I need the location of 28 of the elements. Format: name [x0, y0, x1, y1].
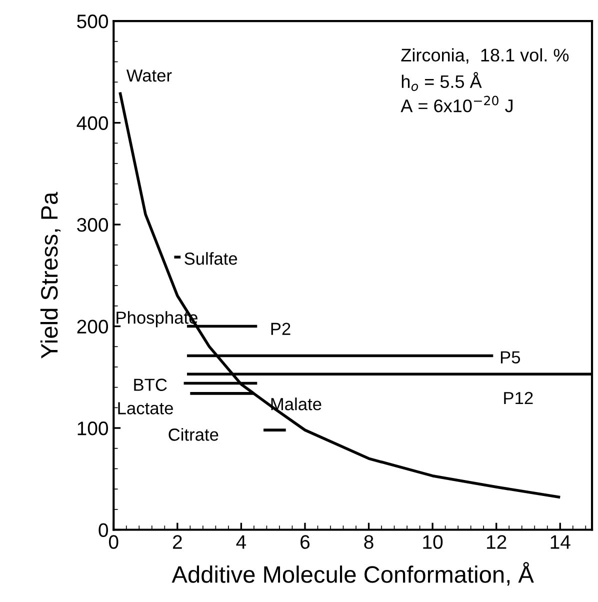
y-tick-label: 400 [76, 116, 108, 130]
annotation: h$_{o}$ = 5.5 Å [402, 72, 482, 92]
annotation: Sulfate [184, 252, 238, 265]
x-tick-label: 12 [487, 535, 506, 549]
annotation: Lactate [118, 402, 173, 414]
y-tick-label: 300 [77, 218, 108, 232]
annotation: P12 [504, 392, 533, 404]
x-tick-label: 0 [108, 535, 118, 549]
y-tick-label: 200 [77, 320, 108, 334]
annotation: A = 6x10$^{−20}$ J [400, 96, 512, 112]
x-tick-label: 10 [423, 535, 443, 549]
annotation: P5 [500, 351, 520, 364]
y-tick-label: 500 [77, 14, 108, 28]
annotation: BTC [134, 378, 167, 391]
x-tick-label: 8 [364, 535, 374, 549]
annotation: P2 [271, 322, 290, 335]
annotation: Malate [271, 398, 322, 410]
y-axis-title: Yield Stress, Pa [40, 192, 61, 358]
x-axis-title: Additive Molecule Conformation, Å [172, 562, 534, 586]
annotation: Water [126, 70, 172, 82]
x-tick-label: 2 [172, 535, 182, 549]
annotation: Citrate [168, 428, 218, 441]
x-tick-label: 4 [236, 535, 246, 549]
annotation: Zirconia, 18.1 vol. % [401, 48, 569, 64]
y-tick-label: 0 [98, 523, 108, 537]
x-tick-label: 6 [300, 535, 310, 549]
x-tick-label: 14 [550, 535, 570, 549]
y-tick-label: 100 [78, 421, 108, 436]
